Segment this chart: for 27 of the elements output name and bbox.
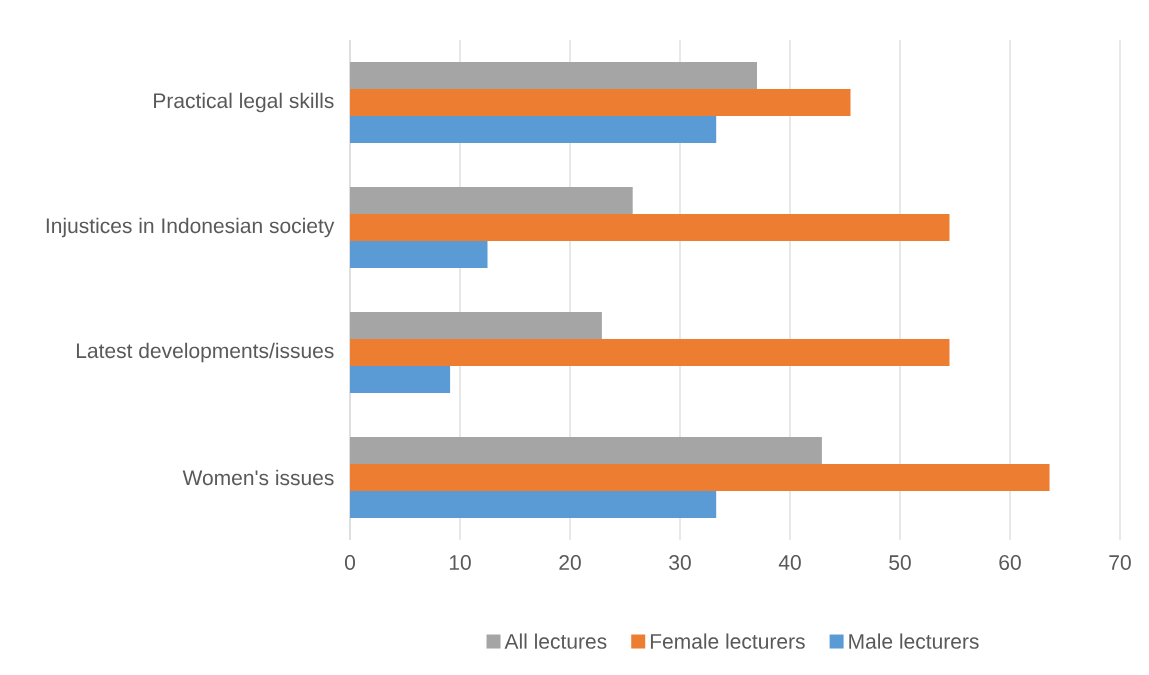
bar <box>350 62 757 89</box>
bar <box>350 187 633 214</box>
bar <box>350 464 1050 491</box>
bar <box>350 241 488 269</box>
x-tick-label: 20 <box>559 555 581 570</box>
y-tick-label: Latest developments/issues <box>76 342 334 363</box>
bar <box>350 437 822 465</box>
legend-label: Female lecturers <box>650 633 805 649</box>
x-tick-label: 30 <box>669 555 691 570</box>
bar <box>350 312 602 340</box>
y-tick-label: Injustices in Indonesian society <box>46 217 335 238</box>
bar <box>350 339 950 367</box>
y-tick-label: Practical legal skills <box>154 92 334 113</box>
bar <box>350 214 950 242</box>
x-tick-label: 40 <box>778 555 801 570</box>
bar <box>350 89 851 116</box>
bar <box>350 366 451 394</box>
legend-label: All lectures <box>504 633 607 649</box>
x-tick-label: 60 <box>999 555 1021 570</box>
x-tick-label: 0 <box>344 555 356 570</box>
x-tick-label: 10 <box>449 555 471 570</box>
legend-label: Male lecturers <box>849 633 979 649</box>
x-tick-label: 70 <box>1109 555 1131 570</box>
x-tick-label: 50 <box>889 555 911 570</box>
y-tick-label: Women's issues <box>182 469 334 486</box>
bar <box>350 491 717 519</box>
bar <box>350 116 717 143</box>
